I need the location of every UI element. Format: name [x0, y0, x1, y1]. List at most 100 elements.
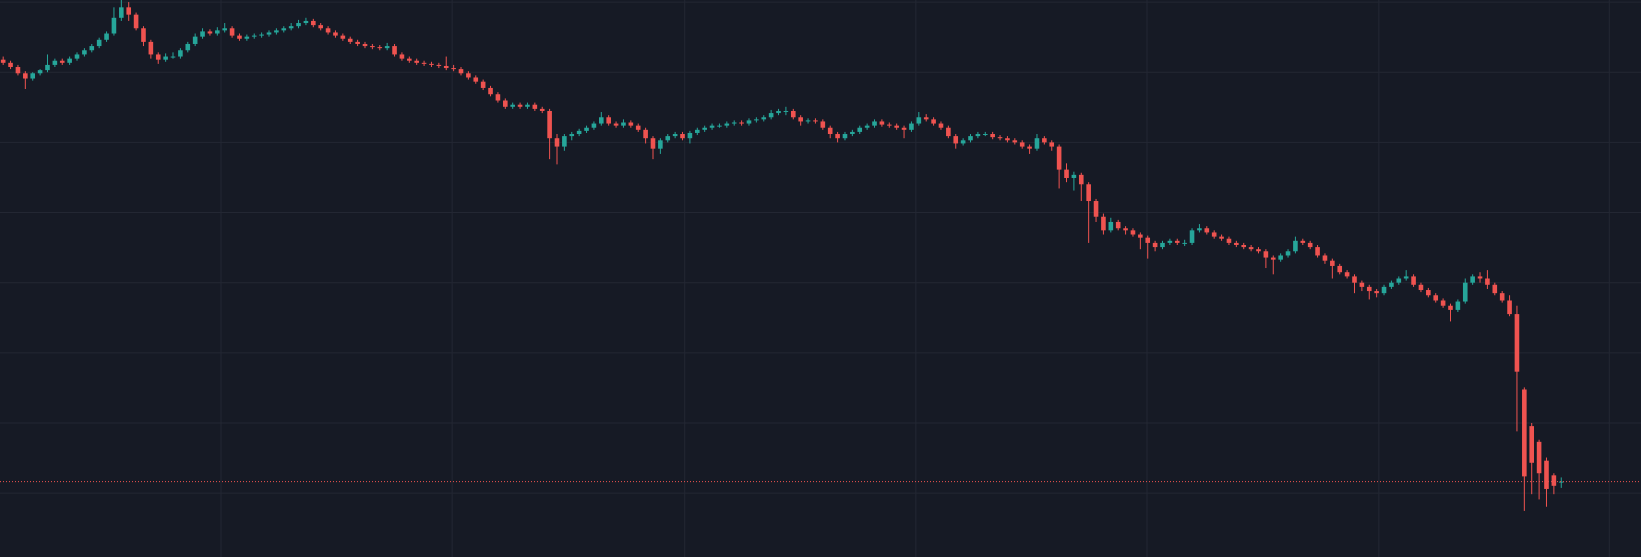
candle-body	[576, 130, 582, 135]
candle-body	[1049, 142, 1055, 147]
candle-body	[1396, 278, 1402, 283]
candle-body	[23, 73, 28, 79]
candle-body	[1167, 240, 1173, 243]
candle-body	[318, 25, 323, 29]
candle-body	[938, 123, 944, 128]
candle-body	[672, 134, 678, 137]
candle-body	[1189, 230, 1195, 243]
candle-body	[901, 127, 907, 130]
candle-body	[916, 117, 922, 124]
candle-body	[237, 35, 242, 39]
candle-body	[1270, 257, 1276, 260]
candle-body	[200, 31, 205, 37]
candle-body	[613, 123, 619, 126]
candle-body	[1138, 234, 1143, 238]
candle-body	[946, 127, 951, 137]
candle-body	[421, 62, 427, 64]
candle-body	[311, 20, 316, 26]
candle-body	[207, 31, 213, 34]
candle-body	[1174, 240, 1180, 243]
candle-body	[1027, 146, 1032, 149]
candle-body	[805, 120, 811, 122]
candle-body	[687, 132, 693, 139]
candle-body	[1005, 138, 1010, 141]
candle-body	[1389, 282, 1394, 287]
candle-body	[1366, 286, 1372, 292]
candle-body	[606, 117, 611, 124]
candle-body	[827, 127, 833, 135]
candle-body	[510, 104, 515, 107]
candle-body	[8, 62, 13, 68]
candle-body	[990, 134, 995, 138]
candle-body	[1381, 286, 1387, 294]
candle-body	[702, 127, 707, 130]
candle-body	[598, 117, 604, 124]
candle-body	[1544, 460, 1549, 489]
candle-body	[384, 46, 390, 49]
candle-body	[960, 140, 966, 144]
candle-body	[503, 100, 508, 107]
candle-body	[1551, 475, 1557, 486]
candle-body	[119, 7, 124, 18]
candle-body	[554, 138, 560, 147]
candle-body	[1108, 221, 1114, 231]
candle-body	[650, 138, 656, 149]
candle-body	[746, 120, 752, 124]
candle-body	[414, 60, 419, 63]
candle-body	[886, 124, 892, 126]
candle-body	[141, 28, 146, 42]
candle-body	[532, 104, 538, 109]
candle-body	[739, 122, 744, 124]
candle-body	[104, 33, 109, 40]
candle-body	[864, 125, 870, 128]
candle-body	[894, 125, 899, 128]
candle-body	[539, 108, 545, 111]
candle-body	[1485, 278, 1490, 285]
candle-body	[820, 121, 826, 128]
candle-body	[635, 125, 641, 130]
candle-body	[694, 129, 700, 133]
candle-body	[1448, 305, 1453, 310]
candle-body	[643, 129, 648, 139]
candle-body	[443, 65, 449, 69]
candle-body	[392, 46, 397, 55]
candle-body	[1492, 284, 1498, 294]
candle-body	[1337, 265, 1343, 273]
candle-body	[709, 125, 715, 128]
candle-body	[813, 120, 818, 122]
candle-body	[1263, 251, 1269, 258]
candle-body	[953, 136, 959, 144]
candle-body	[569, 134, 575, 137]
candle-body	[178, 50, 183, 57]
candle-body	[1234, 242, 1239, 245]
candle-body	[333, 32, 338, 36]
candle-body	[783, 110, 789, 112]
candle-body	[458, 69, 464, 74]
candle-body	[1403, 276, 1409, 279]
candle-body	[1115, 221, 1121, 229]
candle-body	[1330, 260, 1335, 266]
candle-body	[370, 46, 375, 48]
candle-body	[680, 134, 685, 139]
candle-body	[74, 54, 80, 59]
candle-body	[1322, 255, 1328, 261]
candle-body	[1219, 236, 1224, 239]
candle-body	[133, 14, 139, 29]
candle-body	[325, 28, 331, 33]
candle-body	[281, 28, 287, 31]
candle-body	[547, 110, 552, 139]
candle-body	[1558, 481, 1564, 483]
candle-body	[790, 110, 796, 118]
candle-body	[170, 56, 176, 58]
candle-body	[1426, 290, 1431, 296]
candle-body	[1307, 242, 1313, 248]
candle-body	[879, 121, 885, 125]
candle-body	[1256, 249, 1261, 252]
candle-body	[1182, 242, 1187, 244]
candle-body	[15, 67, 21, 74]
candle-body	[1152, 242, 1158, 248]
candle-body	[1064, 169, 1069, 178]
candle-body	[658, 140, 663, 149]
candle-body	[842, 134, 848, 139]
